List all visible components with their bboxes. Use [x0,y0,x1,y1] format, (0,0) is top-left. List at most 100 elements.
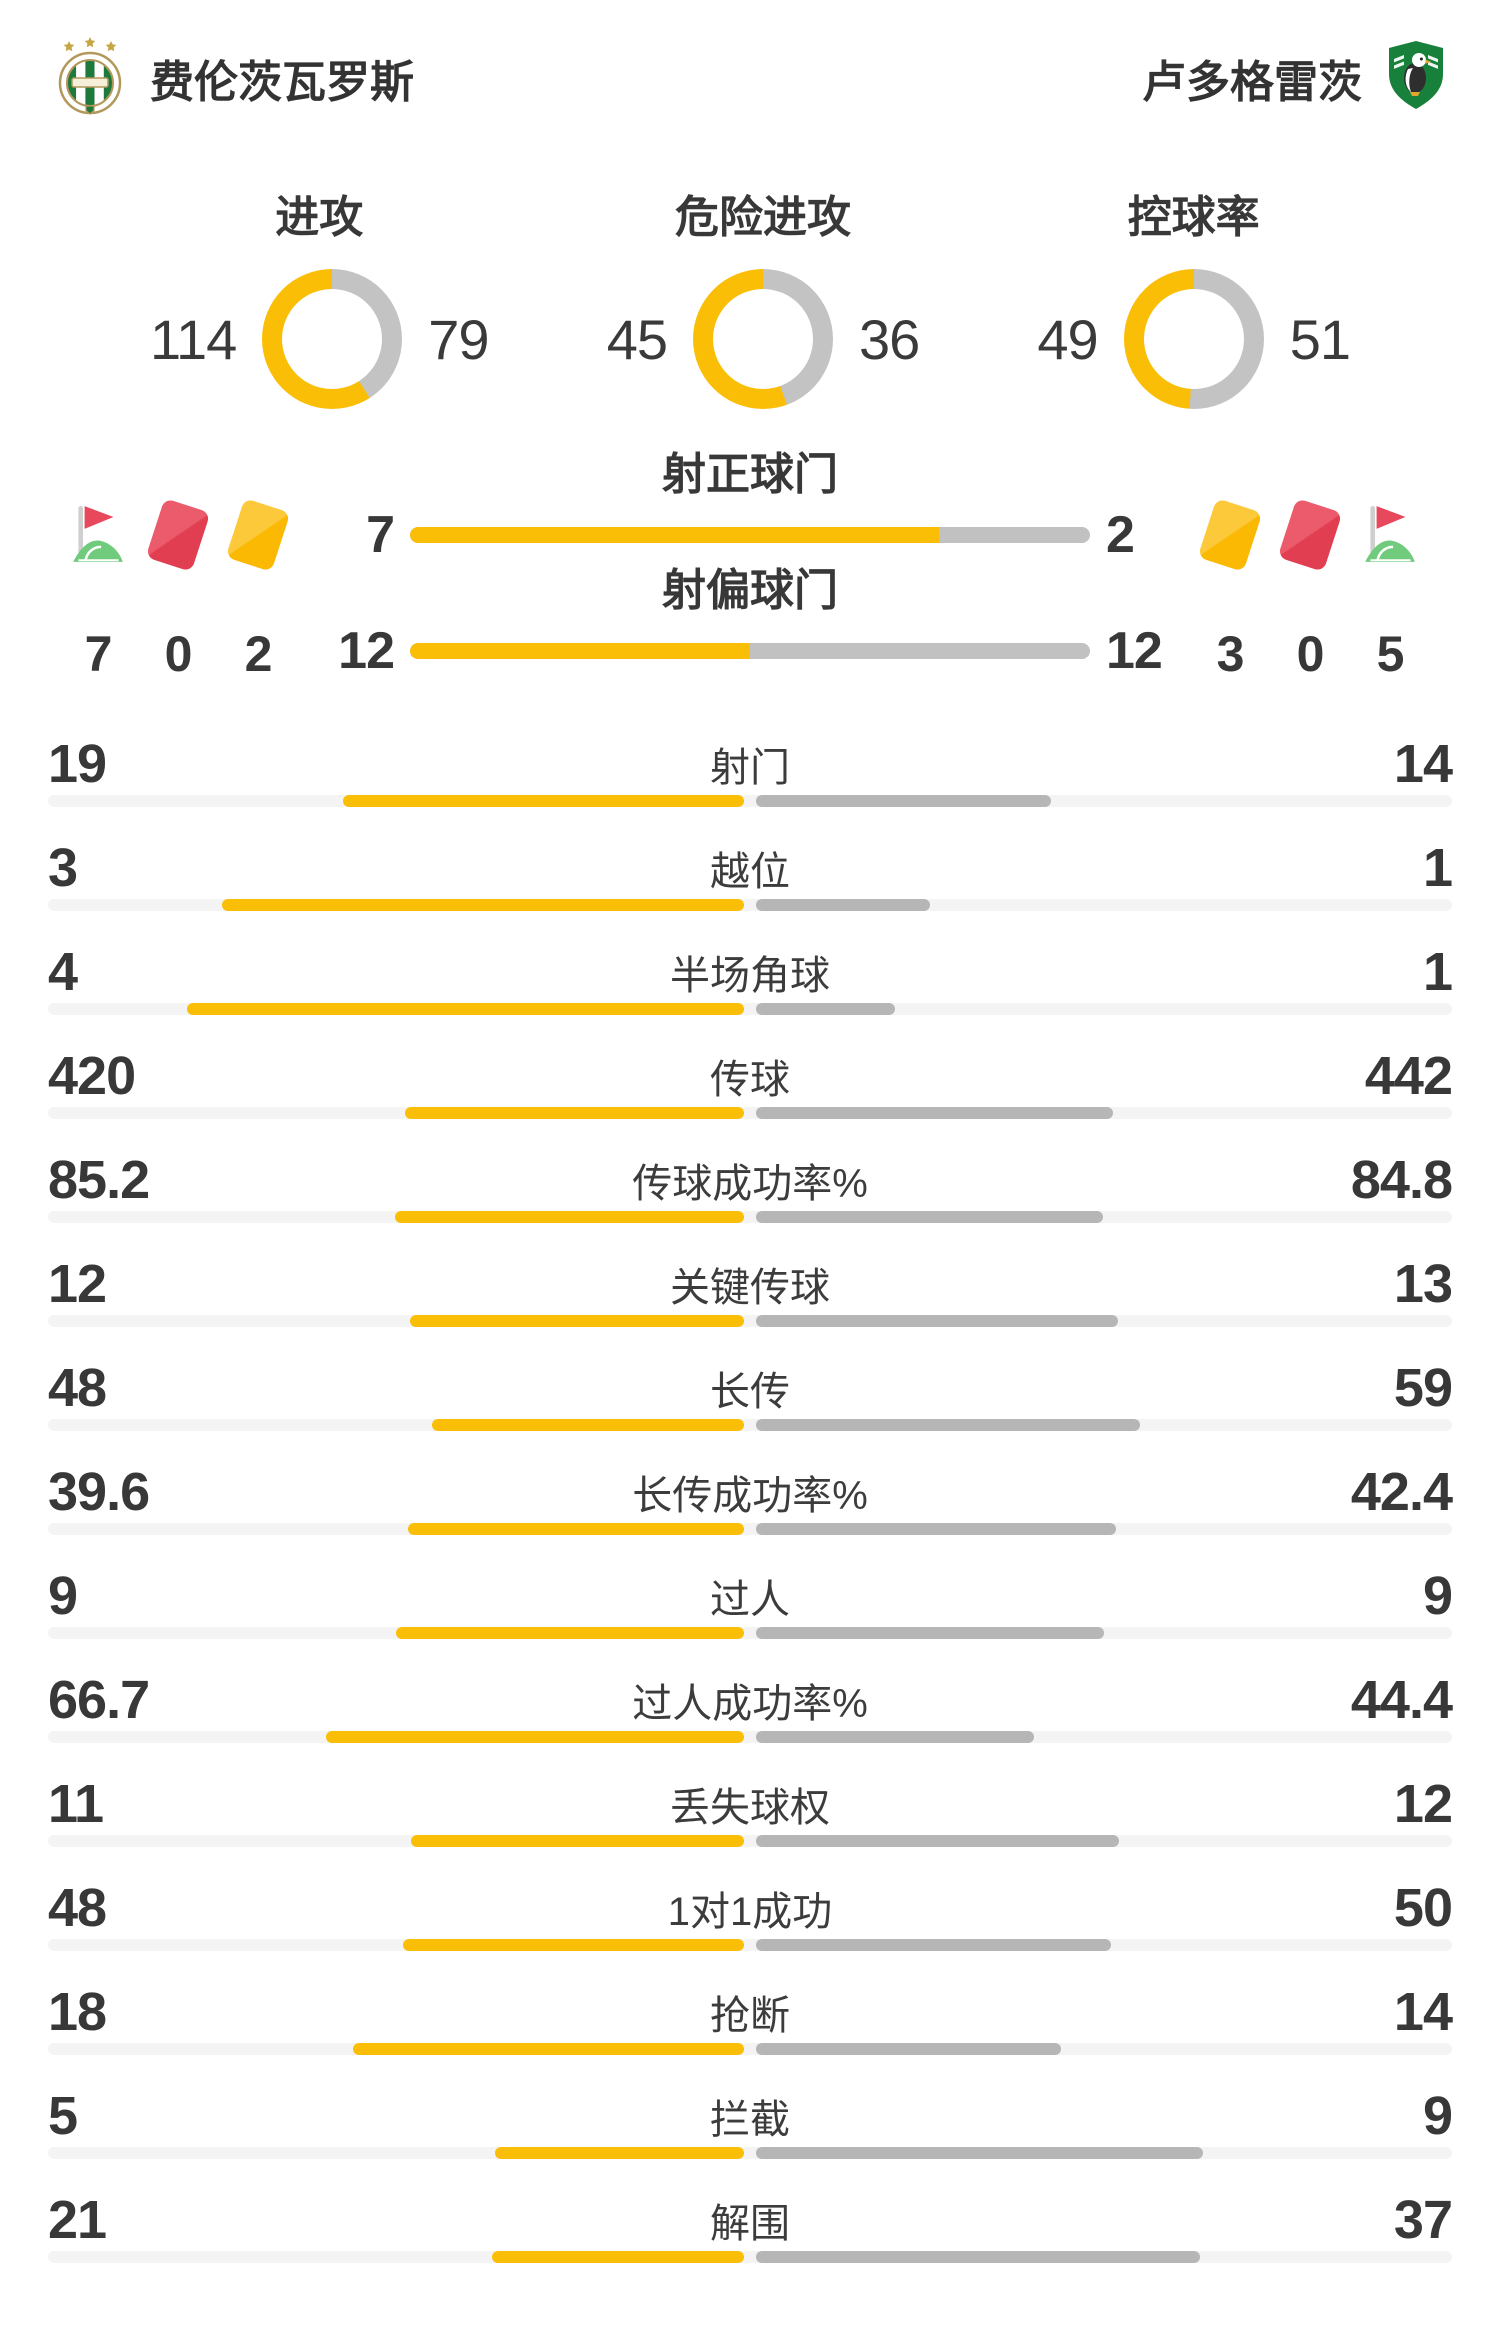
shot-bar-title: 射偏球门 [662,566,838,615]
away-bar-half [756,1939,1452,1951]
home-bar-half [48,1523,744,1535]
stat-bar-track [48,1939,1452,1951]
away-bar-fill [756,1315,1118,1327]
home-bar-fill [404,1107,744,1119]
away-bar-half [756,1107,1452,1119]
red-card-icon [1277,498,1343,572]
home-bar-half [48,1003,744,1015]
stat-label: 关键传球 [670,1266,830,1310]
discipline-icons [58,498,328,572]
away-bar-fill [756,1939,1112,1951]
donut-hole [712,289,813,389]
stat-row: 5 拦截 9 [48,2085,1453,2159]
stat-label: 抢断 [710,1994,790,2038]
stat-row: 39.6 长传成功率% 42.4 [48,1461,1453,1535]
red-card-icon [145,498,211,572]
stat-bar-track [48,1523,1452,1535]
stat-away-value: 14 [1393,734,1453,794]
home-bar-half [48,1939,744,1951]
stat-label: 1对1成功 [667,1890,833,1934]
shot-bar-group: 射偏球门 12 12 [328,566,1172,681]
discipline-icons [1190,498,1452,572]
home-team-logo-icon [52,34,128,121]
stat-home-value: 5 [48,2086,78,2146]
stat-home-value: 4 [48,942,78,1002]
stat-bar-track [48,2251,1452,2263]
stat-line: 11 丢失球权 12 [48,1773,1453,1834]
home-bar-half [48,795,744,807]
match-header: 费伦茨瓦罗斯 卢多格雷茨 [0,0,1500,121]
stat-away-value: 42.4 [1350,1462,1453,1522]
stat-home-value: 420 [48,1046,136,1106]
shot-home-fill [410,643,750,659]
donut-away-value: 79 [428,307,489,371]
home-team[interactable]: 费伦茨瓦罗斯 [52,34,414,121]
home-bar-half [48,1419,744,1431]
donut-home-value: 45 [606,307,668,371]
home-bar-fill [396,1627,744,1639]
home-team-name: 费伦茨瓦罗斯 [150,57,414,107]
away-bar-half [756,2147,1452,2159]
yellow-card-icon [225,498,291,572]
stat-label: 长传成功率% [632,1474,868,1518]
shot-bar-track [410,527,1090,543]
stat-away-value: 1 [1422,838,1453,898]
away-bar-half [756,1315,1452,1327]
stat-home-value: 48 [48,1878,107,1938]
stat-row: 420 传球 442 [48,1045,1453,1119]
stat-line: 85.2 传球成功率% 84.8 [48,1149,1453,1210]
stat-line: 19 射门 14 [48,733,1453,794]
stat-away-value: 84.8 [1350,1150,1453,1210]
away-team[interactable]: 卢多格雷茨 [1142,39,1448,116]
away-team-logo-icon [1384,39,1448,116]
stat-label: 丢失球权 [670,1786,830,1830]
donut-group: 危险进攻 45 36 [607,181,920,409]
stat-bar-track [48,2043,1452,2055]
shot-away-value: 2 [1106,506,1135,564]
stat-bar-track [48,1315,1452,1327]
shot-home-value: 12 [338,622,395,680]
stat-row: 4 半场角球 1 [48,941,1453,1015]
stat-away-value: 44.4 [1350,1670,1453,1730]
away-bar-fill [756,1107,1113,1119]
shot-home-value: 7 [366,506,395,564]
away-bar-half [756,899,1452,911]
discipline-value: 2 [244,626,273,682]
stat-line: 9 过人 9 [48,1565,1453,1626]
away-bar-fill [756,1835,1120,1847]
home-bar-half [48,1315,744,1327]
stat-label: 越位 [710,850,790,894]
stat-line: 66.7 过人成功率% 44.4 [48,1669,1453,1730]
donut-chart [692,269,833,409]
away-bar-fill [756,2147,1204,2159]
yellow-card-icon [1197,498,1263,572]
stat-row: 11 丢失球权 12 [48,1773,1453,1847]
donut-row: 49 51 [1037,269,1351,409]
home-bar-fill [495,2147,744,2159]
donut-title: 进攻 [275,193,364,242]
stat-line: 5 拦截 9 [48,2085,1453,2146]
stat-home-value: 48 [48,1358,107,1418]
shot-bar-row: 12 12 [328,622,1172,680]
stat-home-value: 3 [48,838,78,898]
shot-bars: 射正球门 7 2 射偏球门 12 12 [328,453,1172,681]
away-bar-fill [756,1627,1104,1639]
away-bar-fill [756,2251,1200,2263]
stat-away-value: 1 [1422,942,1453,1002]
donut-away-value: 51 [1289,307,1351,371]
stat-away-value: 13 [1393,1254,1453,1314]
away-bar-half [756,1003,1452,1015]
shot-bar-group: 射正球门 7 2 [328,453,1172,565]
stat-line: 3 越位 1 [48,837,1453,898]
stat-home-value: 9 [48,1566,78,1626]
donut-hole [1143,289,1244,389]
home-bar-half [48,2043,744,2055]
corner-flag-icon [65,502,131,568]
stat-bar-track [48,899,1452,911]
stat-bar-track [48,1731,1452,1743]
stat-away-value: 59 [1393,1358,1453,1418]
